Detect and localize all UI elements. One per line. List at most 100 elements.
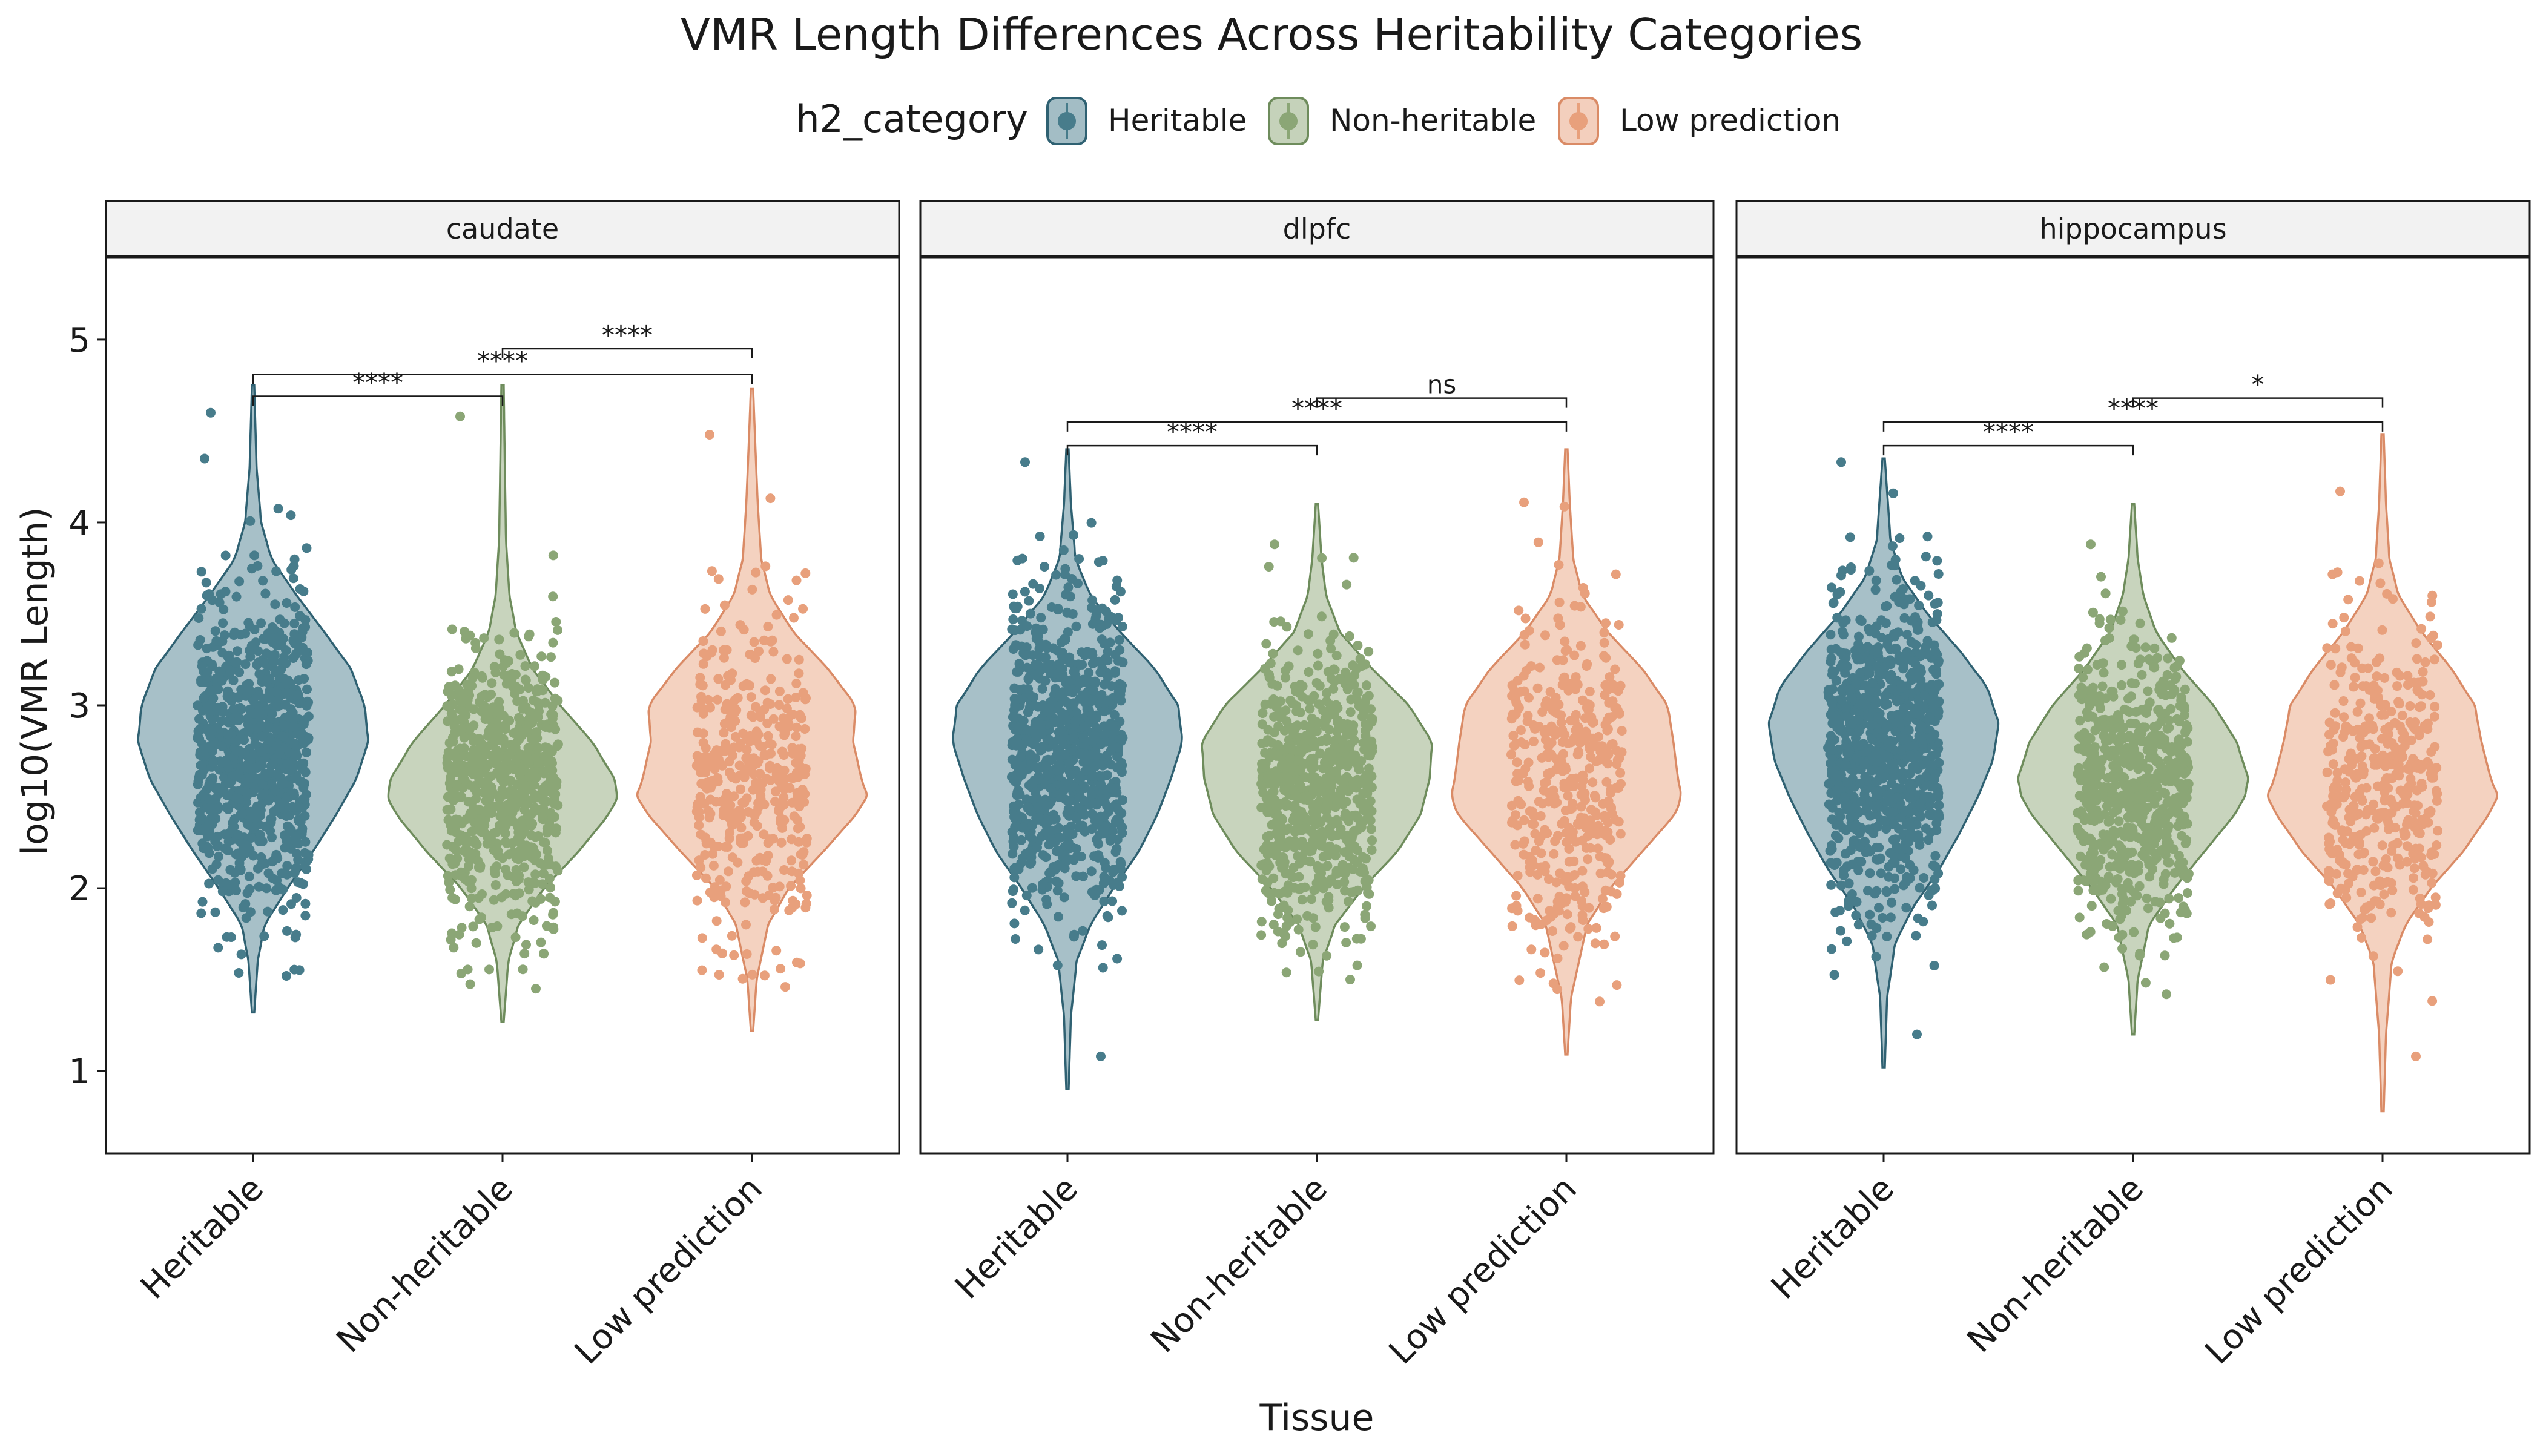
data-point bbox=[1548, 786, 1558, 796]
data-point bbox=[234, 576, 244, 586]
data-point bbox=[454, 664, 464, 674]
data-point bbox=[729, 950, 739, 960]
data-point bbox=[283, 759, 292, 769]
data-point bbox=[1106, 760, 1116, 769]
data-point bbox=[467, 809, 477, 819]
data-point bbox=[289, 788, 299, 798]
data-point bbox=[1342, 580, 1351, 590]
data-point bbox=[1331, 869, 1341, 879]
data-point bbox=[1020, 587, 1030, 596]
data-point bbox=[260, 589, 270, 599]
data-point bbox=[1604, 796, 1614, 806]
data-point bbox=[263, 907, 272, 917]
data-point bbox=[282, 835, 291, 845]
data-point bbox=[1313, 661, 1323, 671]
data-point bbox=[1054, 760, 1064, 769]
data-point bbox=[1061, 856, 1071, 866]
data-point bbox=[220, 829, 229, 839]
data-point bbox=[536, 685, 546, 695]
data-point bbox=[701, 604, 710, 614]
data-point-max bbox=[1020, 457, 1030, 467]
data-point bbox=[293, 641, 303, 650]
x-tick-label: Low prediction bbox=[1382, 1169, 1585, 1372]
data-point bbox=[1031, 720, 1040, 730]
data-point bbox=[538, 812, 548, 822]
data-point bbox=[1008, 712, 1018, 722]
data-point bbox=[518, 775, 527, 785]
data-point bbox=[254, 723, 263, 733]
data-point bbox=[289, 619, 299, 628]
data-point bbox=[731, 705, 741, 715]
data-point bbox=[246, 907, 256, 917]
data-point bbox=[1364, 875, 1374, 885]
data-point bbox=[271, 854, 280, 863]
data-point bbox=[1009, 884, 1018, 894]
data-point bbox=[257, 760, 266, 770]
data-point bbox=[245, 516, 255, 526]
data-point bbox=[1832, 613, 1842, 622]
data-point bbox=[1857, 644, 1867, 653]
data-point bbox=[1256, 803, 1266, 812]
data-point bbox=[708, 776, 717, 786]
data-point-min bbox=[282, 971, 291, 981]
data-point bbox=[1291, 791, 1301, 800]
data-point bbox=[467, 894, 477, 903]
data-point bbox=[1353, 961, 1362, 970]
data-point bbox=[1118, 657, 1127, 667]
data-point bbox=[1294, 755, 1304, 765]
data-point bbox=[529, 780, 539, 790]
data-point bbox=[302, 685, 312, 694]
data-point bbox=[719, 728, 728, 737]
data-point bbox=[1272, 849, 1282, 858]
data-point bbox=[1561, 646, 1571, 656]
data-point bbox=[1595, 826, 1605, 836]
data-point bbox=[738, 974, 748, 984]
data-point bbox=[297, 779, 307, 788]
data-point bbox=[548, 910, 558, 920]
data-point bbox=[1107, 897, 1117, 906]
data-point bbox=[776, 964, 785, 973]
data-point bbox=[1340, 869, 1350, 878]
data-point bbox=[300, 911, 310, 920]
data-point bbox=[1901, 854, 1910, 863]
data-point bbox=[1916, 666, 1925, 676]
data-point bbox=[1887, 561, 1896, 570]
data-point bbox=[1070, 717, 1080, 726]
data-point bbox=[1029, 692, 1038, 702]
data-point bbox=[747, 754, 756, 763]
data-point bbox=[1332, 815, 1342, 825]
data-point bbox=[533, 792, 543, 802]
data-point bbox=[1514, 605, 1523, 615]
data-point bbox=[1012, 741, 1021, 751]
data-point bbox=[1856, 857, 1866, 867]
data-point bbox=[258, 576, 268, 585]
data-point bbox=[290, 602, 300, 612]
data-point bbox=[1588, 777, 1597, 787]
significance-label: **** bbox=[352, 368, 403, 398]
data-point bbox=[478, 673, 487, 683]
data-point bbox=[1293, 720, 1302, 730]
data-point bbox=[1024, 596, 1034, 606]
data-point bbox=[302, 748, 311, 757]
data-point bbox=[1348, 829, 1358, 839]
data-point bbox=[1924, 835, 1933, 845]
data-point bbox=[1865, 669, 1875, 679]
data-point bbox=[1268, 874, 1278, 883]
data-point bbox=[1258, 708, 1267, 718]
data-point bbox=[242, 689, 252, 699]
data-point bbox=[1599, 940, 1609, 949]
data-point bbox=[1320, 722, 1330, 731]
data-point bbox=[1837, 696, 1847, 705]
data-point bbox=[775, 881, 785, 891]
data-point bbox=[1047, 697, 1057, 707]
data-point bbox=[282, 688, 292, 697]
data-point bbox=[1614, 620, 1624, 630]
data-point bbox=[782, 654, 792, 664]
data-point-min bbox=[531, 984, 541, 993]
data-point bbox=[1257, 759, 1267, 769]
data-point bbox=[1014, 694, 1024, 704]
data-point bbox=[757, 779, 767, 789]
data-point bbox=[1009, 872, 1019, 882]
data-point bbox=[1034, 813, 1043, 823]
data-point bbox=[1519, 839, 1528, 849]
